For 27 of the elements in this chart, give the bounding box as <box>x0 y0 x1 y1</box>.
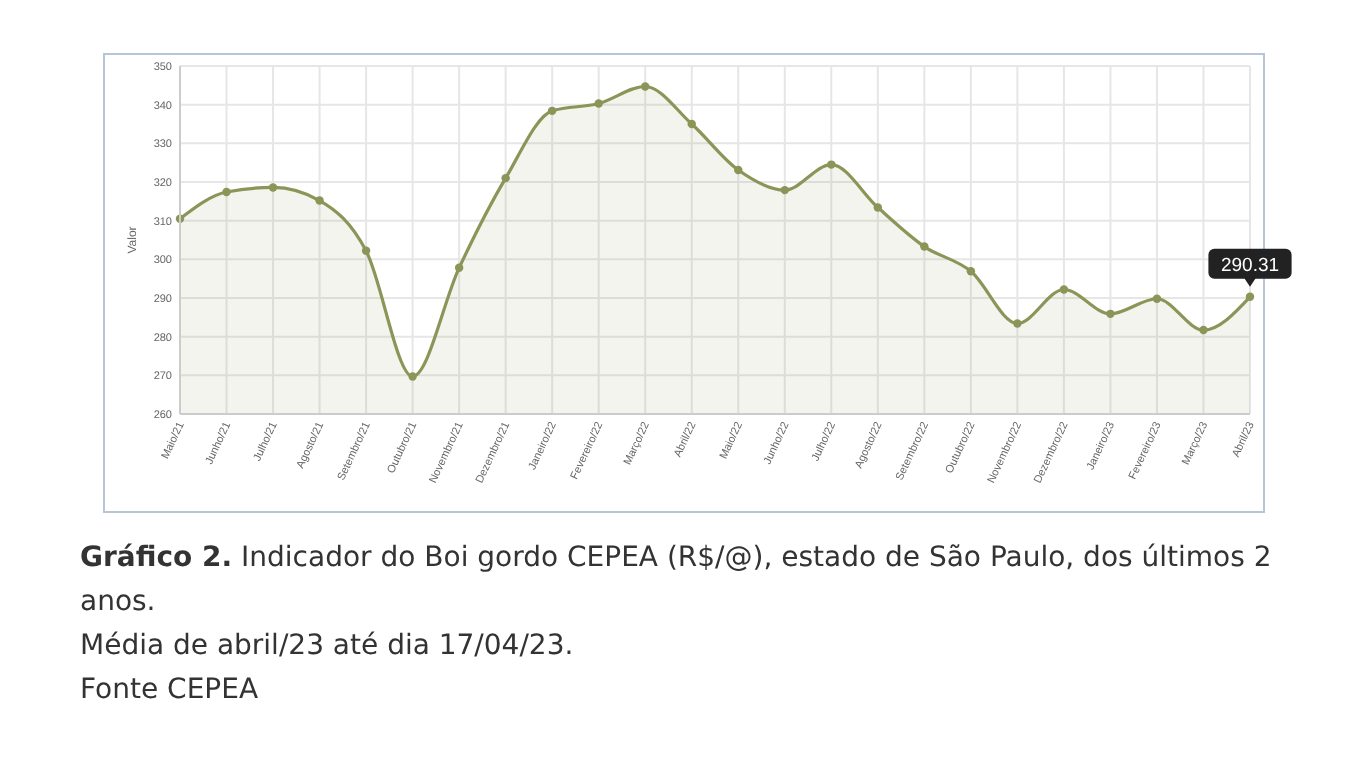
data-label: 290.31 <box>1220 254 1280 277</box>
point <box>1106 309 1115 319</box>
point <box>1059 285 1069 294</box>
point <box>873 203 883 212</box>
point <box>966 267 976 276</box>
point <box>361 246 371 256</box>
point <box>222 187 231 197</box>
point <box>1199 325 1208 335</box>
point <box>920 242 929 251</box>
point <box>1013 319 1022 328</box>
point <box>827 160 836 169</box>
point <box>687 119 696 129</box>
point <box>454 263 464 273</box>
point <box>641 82 650 91</box>
point <box>501 173 510 183</box>
point <box>594 99 603 108</box>
point <box>268 183 278 192</box>
point <box>1245 292 1255 302</box>
point <box>1152 294 1162 303</box>
point <box>780 185 789 195</box>
point <box>734 165 743 175</box>
text: Média de abril/23 até dia 17/04/23. <box>80 628 576 666</box>
text: Gráfico 2. Indicador do Boi gordo CEPEA (R$/@), estado de São Paulo, dos últimos 2 anos. <box>80 542 1272 618</box>
point <box>547 106 557 116</box>
point <box>408 372 417 381</box>
source-note: Fonte CEPEA <box>80 672 261 710</box>
point <box>315 196 324 205</box>
